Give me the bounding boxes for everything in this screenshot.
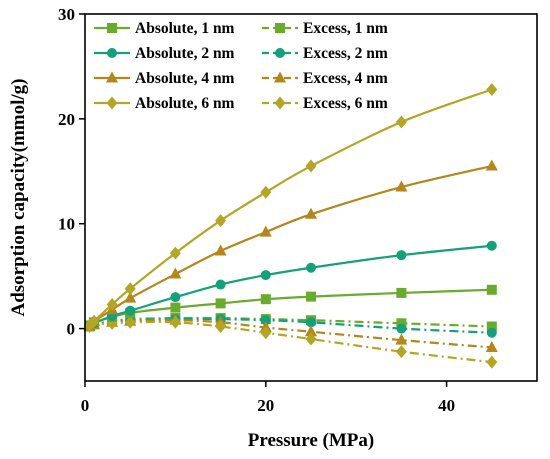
data-point bbox=[486, 284, 497, 295]
axes bbox=[84, 13, 538, 382]
data-point bbox=[214, 244, 227, 256]
legend-label: Excess, 6 nm bbox=[303, 95, 388, 112]
data-point bbox=[215, 298, 226, 309]
legend-marker bbox=[275, 48, 285, 58]
data-point bbox=[396, 323, 407, 334]
series-line bbox=[89, 244, 492, 327]
legend-label: Absolute, 1 nm bbox=[135, 20, 235, 37]
data-point bbox=[215, 319, 227, 333]
legend-marker bbox=[275, 23, 285, 33]
data-point bbox=[169, 267, 182, 279]
data-point bbox=[486, 321, 497, 332]
plot-frame bbox=[84, 13, 538, 382]
data-point bbox=[305, 325, 317, 337]
y-tick-label: 0 bbox=[67, 320, 76, 339]
legend-label: Absolute, 4 nm bbox=[135, 70, 235, 87]
data-point bbox=[396, 318, 407, 329]
data-point bbox=[305, 207, 317, 219]
data-point bbox=[169, 246, 181, 260]
data-point bbox=[88, 314, 100, 328]
legend-marker bbox=[274, 71, 286, 83]
series-absolute-6nm bbox=[84, 82, 498, 332]
legend-label: Excess, 1 nm bbox=[303, 20, 388, 37]
data-point bbox=[396, 287, 407, 298]
legend-marker bbox=[106, 71, 118, 83]
series-line bbox=[88, 88, 493, 327]
legend-marker bbox=[274, 96, 286, 110]
data-point bbox=[124, 282, 136, 296]
data-point bbox=[125, 305, 136, 316]
data-point bbox=[395, 180, 408, 192]
series-line bbox=[88, 164, 493, 327]
data-point bbox=[215, 214, 227, 228]
data-point bbox=[486, 82, 498, 96]
y-axis-title: Adsorption capacity(mmol/g) bbox=[8, 78, 29, 316]
data-point bbox=[485, 159, 498, 171]
data-point bbox=[260, 270, 271, 281]
data-point bbox=[215, 279, 226, 290]
x-tick-label: 40 bbox=[438, 396, 455, 415]
legend-label: Absolute, 2 nm bbox=[135, 45, 235, 62]
legend-label: Excess, 4 nm bbox=[303, 70, 388, 87]
data-point bbox=[170, 292, 181, 303]
data-point bbox=[486, 240, 497, 251]
series-line bbox=[88, 317, 492, 334]
data-point bbox=[306, 262, 316, 273]
series-absolute-2nm bbox=[84, 240, 497, 331]
series-absolute-4nm bbox=[83, 159, 498, 330]
data-point bbox=[306, 317, 316, 328]
legend-label: Excess, 2 nm bbox=[303, 45, 388, 62]
data-point bbox=[485, 340, 498, 352]
x-axis-title: Pressure (MPa) bbox=[248, 430, 374, 451]
data-point bbox=[306, 291, 316, 302]
data-point bbox=[305, 332, 317, 346]
data-point bbox=[124, 291, 137, 303]
x-tick-label: 0 bbox=[81, 396, 90, 415]
ticks: 0 20 40 0 10 20 30 bbox=[58, 5, 455, 415]
data-point bbox=[396, 250, 407, 261]
data-point bbox=[259, 225, 272, 237]
x-tick-label: 20 bbox=[257, 396, 274, 415]
data-point bbox=[124, 315, 136, 329]
data-point bbox=[170, 302, 181, 313]
data-point bbox=[305, 159, 317, 173]
legend-label: Absolute, 6 nm bbox=[135, 95, 235, 112]
series-line bbox=[88, 320, 492, 364]
data-point bbox=[260, 185, 272, 199]
data-point bbox=[486, 355, 498, 369]
data-point bbox=[106, 297, 118, 311]
data-point bbox=[169, 315, 181, 329]
data-point bbox=[260, 326, 272, 340]
data-point bbox=[395, 115, 407, 129]
legend-marker bbox=[107, 48, 117, 58]
data-point bbox=[260, 294, 271, 305]
data-point bbox=[260, 315, 271, 326]
data-point bbox=[395, 333, 408, 345]
y-tick-label: 20 bbox=[58, 110, 75, 129]
legend-marker bbox=[106, 96, 118, 110]
legend: Absolute, 1 nm Absolute, 2 nm Absolute, 4 … bbox=[94, 20, 388, 112]
series-layer bbox=[83, 82, 498, 369]
y-tick-label: 10 bbox=[58, 215, 75, 234]
legend-marker bbox=[107, 23, 117, 33]
y-tick-label: 30 bbox=[58, 5, 75, 24]
data-point bbox=[395, 345, 407, 359]
data-point bbox=[486, 327, 497, 338]
